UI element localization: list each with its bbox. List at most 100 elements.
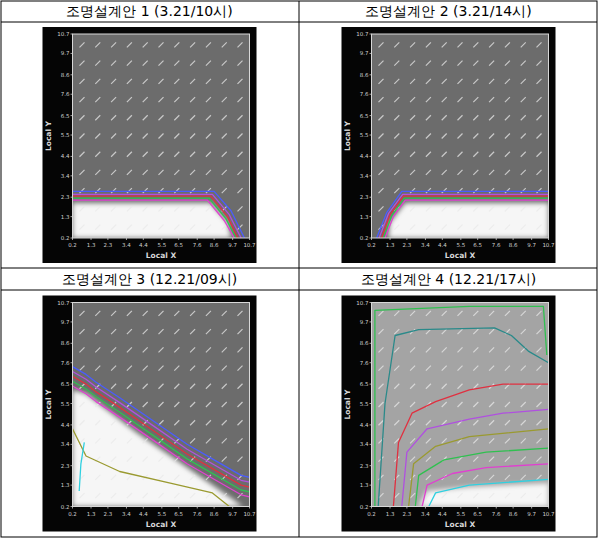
bright-region (73, 203, 232, 238)
sun-vector (426, 366, 431, 371)
sun-vector (206, 134, 211, 139)
sun-vector (206, 493, 211, 498)
sun-vector (79, 493, 84, 498)
sun-vector (473, 79, 478, 84)
sun-vector (206, 329, 211, 334)
sun-vector (174, 402, 179, 407)
sun-vector (378, 402, 383, 407)
image-ground (43, 27, 257, 263)
x-tick (178, 507, 179, 509)
sun-vector (127, 61, 132, 66)
sun-vector (489, 115, 494, 120)
sun-vector (190, 206, 195, 211)
sun-vector (174, 61, 179, 66)
sun-vector (521, 115, 526, 120)
sun-vector (442, 97, 447, 102)
sun-vector (537, 493, 542, 498)
sun-vector (521, 420, 526, 425)
x-tick-label: 4.4 (139, 511, 148, 517)
panel-title: 조명설계안 3 (12.21/09시) (62, 271, 237, 287)
sun-vector (143, 366, 148, 371)
sun-vector (410, 225, 415, 230)
sun-vector (174, 475, 179, 480)
sun-vector (127, 347, 132, 352)
sun-vector (238, 61, 243, 66)
sun-vector (426, 115, 431, 120)
sun-vector (95, 188, 100, 193)
sun-vector (458, 170, 463, 175)
y-tick-label: 7.6 (360, 360, 369, 366)
sun-vector (505, 311, 510, 316)
sun-vector (489, 457, 494, 462)
sun-vector (159, 366, 164, 371)
sun-vector (95, 42, 100, 47)
row-rule (1, 290, 597, 291)
y-tick (370, 197, 372, 198)
x-tick-label: 8.6 (509, 242, 518, 248)
panel: 조명설계안 2 (3.21/14시)0.21.32.33.44.45.56.57… (342, 3, 556, 263)
x-tick (406, 238, 407, 240)
x-tick (249, 238, 250, 240)
sun-vector (111, 188, 116, 193)
sun-vector (111, 384, 116, 389)
sun-vector (505, 402, 510, 407)
sun-vector (394, 115, 399, 120)
plot-ground (372, 34, 549, 238)
x-tick (126, 507, 127, 509)
sun-vector (458, 152, 463, 157)
x-tick-label: 10.7 (542, 511, 555, 517)
sun-vector (190, 170, 195, 175)
y-tick (370, 115, 372, 116)
sun-vector (222, 61, 227, 66)
x-tick (548, 238, 549, 240)
sun-vector (458, 475, 463, 480)
bright-region (73, 390, 243, 507)
sun-vector (378, 188, 383, 193)
sun-vector (378, 475, 383, 480)
y-tick-label: 1.3 (360, 214, 369, 220)
sun-vector (174, 493, 179, 498)
sun-vector (521, 402, 526, 407)
y-tick (370, 53, 372, 54)
sun-vector (95, 475, 100, 480)
x-tick (548, 507, 549, 509)
sun-vector (505, 206, 510, 211)
sun-vector (95, 170, 100, 175)
row-rule (1, 268, 597, 269)
sun-vector (458, 347, 463, 352)
x-tick-label: 8.6 (210, 511, 219, 517)
plot-frame (372, 34, 549, 238)
x-tick (513, 238, 514, 240)
sun-vector (410, 79, 415, 84)
y-tick-label: 2.3 (61, 194, 70, 200)
sun-vector (79, 152, 84, 157)
sun-vector (143, 225, 148, 230)
sun-vector (394, 366, 399, 371)
sun-vector (238, 438, 243, 443)
plot-ground (372, 303, 549, 507)
sun-vector (111, 420, 116, 425)
x-tick-label: 2.3 (104, 511, 113, 517)
y-tick-label: 0.2 (360, 235, 369, 241)
sun-vector (458, 366, 463, 371)
sun-vector (206, 347, 211, 352)
y-tick-label: 2.3 (61, 463, 70, 469)
sun-vector (473, 134, 478, 139)
sun-vector (505, 42, 510, 47)
y-tick (71, 403, 73, 404)
sun-vector (143, 206, 148, 211)
contour-line (377, 191, 549, 238)
sun-vector (394, 311, 399, 316)
x-tick-label: 7.6 (193, 242, 202, 248)
sun-vector (174, 384, 179, 389)
sun-vector (537, 366, 542, 371)
sun-vector (426, 420, 431, 425)
sun-vector (95, 225, 100, 230)
sun-vector (127, 115, 132, 120)
sun-vector (473, 329, 478, 334)
y-tick-label: 8.6 (61, 72, 70, 78)
sun-vector (79, 420, 84, 425)
x-tick-label: 6.5 (473, 511, 482, 517)
sun-vector (79, 115, 84, 120)
y-tick (370, 156, 372, 157)
